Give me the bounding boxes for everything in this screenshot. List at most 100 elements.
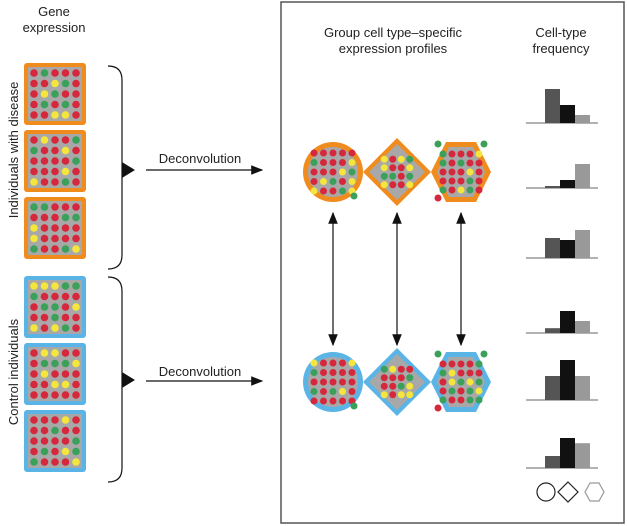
expression-dot [30,213,38,222]
expression-dot [72,100,80,109]
expression-dot [389,391,397,399]
expression-dot [30,349,38,357]
expression-dot [348,168,356,176]
control-diamond-cell-profile [363,348,431,416]
expression-dot [389,155,397,163]
expression-dot [475,369,483,377]
expression-dot [389,382,397,390]
frequency-bar [545,376,560,400]
expression-dot [466,360,474,368]
expression-dot [30,447,38,456]
frequency-bar [575,164,590,188]
expression-dot [339,388,346,395]
expression-dot [457,168,465,176]
expression-tile [24,343,86,405]
expression-dot [439,369,447,377]
expression-dot [51,178,59,186]
expression-dot [434,194,442,202]
expression-dot [320,378,327,386]
expression-dot [397,181,405,189]
frequency-bar [575,376,590,400]
expression-dot [448,186,456,194]
expression-dot [40,324,49,332]
expression-dot [310,359,318,367]
expression-dot [51,69,59,77]
expression-dot [51,458,59,466]
expression-dot [348,388,356,395]
control-circle-cell-profile [303,352,363,412]
expression-dot [51,136,59,144]
expression-dot [350,192,358,200]
expression-dot [457,177,465,185]
expression-tile [24,63,86,125]
expression-dot [51,426,59,435]
expression-dot [61,224,70,232]
expression-dot [448,177,456,185]
expression-dot [397,155,405,163]
expression-dot [61,178,70,186]
expression-dot [466,186,474,194]
deconvolution-label-bottom: Deconvolution [159,364,241,379]
expression-dot [40,349,49,357]
expression-dot [51,282,59,290]
expression-dot [72,349,80,357]
expression-dot [310,378,318,386]
expression-dot [61,234,70,243]
expression-dot [339,159,346,166]
frequency-bar [545,456,560,468]
expression-dot [466,387,474,395]
expression-dot [466,177,474,185]
expression-dot [30,359,38,368]
expression-dot [72,370,80,378]
expression-dot [40,282,49,290]
expression-dot [320,178,327,185]
expression-dot [397,374,405,382]
expression-dot [51,370,59,378]
expression-dot [380,181,388,189]
expression-dot [434,350,442,358]
frequency-bar [560,240,575,258]
expression-dot [51,100,59,109]
expression-dot [448,378,456,386]
expression-dot [448,168,456,176]
expression-dot [329,388,337,395]
expression-dot [310,168,318,176]
expression-dot [320,359,327,367]
expression-dot [329,369,337,376]
expression-dot [389,172,397,180]
expression-dot [30,380,38,389]
expression-dot [51,111,59,119]
expression-dot [61,370,70,378]
frequency-bar [560,438,575,468]
expression-dot [72,282,80,290]
expression-dot [30,90,38,98]
expression-dot [397,172,405,180]
expression-dot [30,111,38,119]
expression-dot [72,178,80,186]
expression-dot [348,159,356,166]
expression-dot [406,155,414,163]
expression-dot [380,172,388,180]
expression-dot [389,164,397,172]
frequency-chart-disease [526,230,598,259]
expression-dot [40,178,49,186]
expression-dot [72,458,80,466]
expression-dot [72,167,80,176]
expression-dot [61,100,70,109]
expression-dot [40,79,49,88]
expression-dot [475,186,483,194]
control-hexagon-cell-profile [431,350,491,412]
expression-dot [466,168,474,176]
expression-dot [348,359,356,367]
expression-dot [339,369,346,376]
expression-dot [320,397,327,405]
expression-dot [329,168,337,176]
expression-dot [320,388,327,395]
frequency-bar [545,89,560,123]
expression-dot [40,303,49,311]
expression-dot [51,447,59,456]
expression-dot [61,167,70,176]
expression-dot [51,391,59,399]
expression-dot [40,437,49,445]
expression-dot [40,359,49,368]
